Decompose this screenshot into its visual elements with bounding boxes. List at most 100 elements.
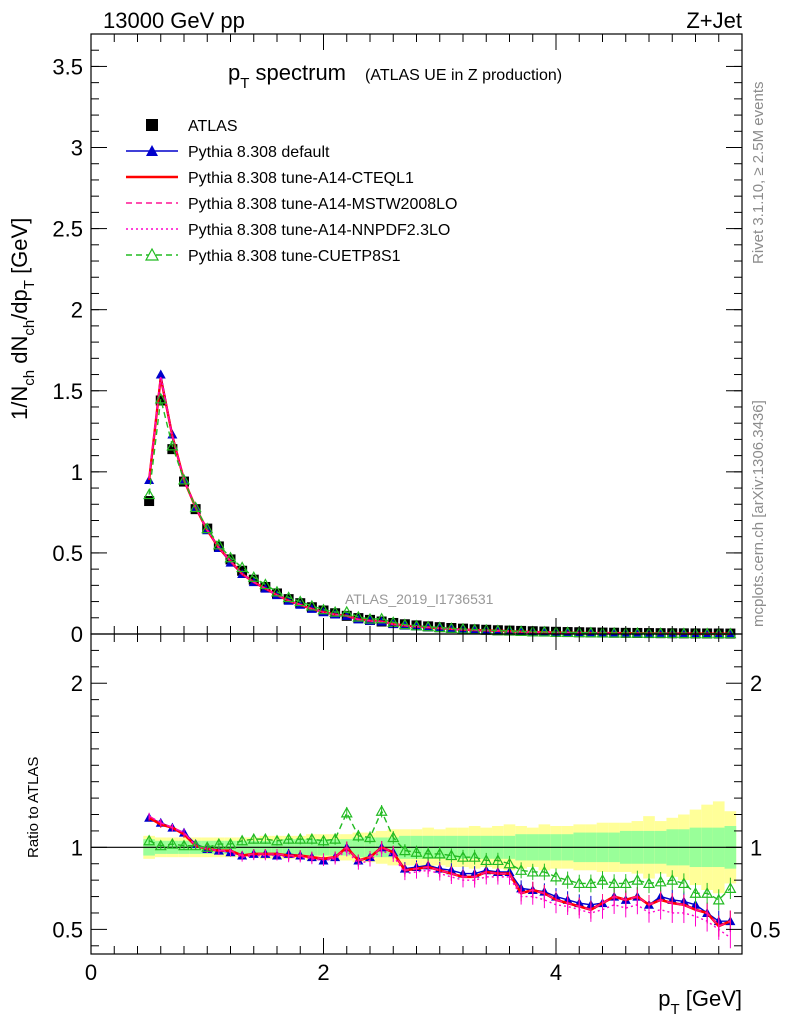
panel-title: pT spectrum: [228, 60, 346, 92]
cuetp8s1-point: [329, 605, 342, 617]
legend-label: Pythia 8.308 tune-A14-NNPDF2.3LO: [188, 222, 450, 239]
main-ytick-label-0: 0: [71, 622, 83, 647]
ratio-cuetp8s1-point: [654, 875, 667, 887]
cuetp8s1-point: [654, 627, 667, 638]
ratio-cuetp8s1-point: [317, 834, 330, 846]
x-axis-label: pT [GeV]: [658, 986, 742, 1018]
xtick-label-0: 0: [85, 960, 97, 985]
ratio-cuetp8s1-point: [712, 893, 725, 905]
xlabel-unit: [GeV]: [680, 986, 742, 1011]
ratio-cuetp8s1-point: [677, 877, 690, 889]
main-ytick-label-1: 0.5: [52, 541, 83, 566]
ratio-cuetp8s1-point: [666, 873, 679, 885]
main-ytick-label-7: 3.5: [52, 54, 83, 79]
title-sub-t: T: [240, 75, 249, 92]
cuetp8s1-point: [584, 626, 597, 638]
legend-cteql1: Pythia 8.308 tune-A14-CTEQL1: [126, 170, 414, 187]
cuetp8s1-point: [236, 561, 249, 573]
cuetp8s1-point: [317, 603, 330, 615]
cuetp8s1-point: [631, 626, 644, 638]
ratio-ytick-right-label-1: 1: [750, 835, 762, 860]
main-ytick-label-4: 2: [71, 298, 83, 323]
xtick-label-2: 4: [550, 960, 562, 985]
ratio-panel: 0.5 1 2 0.5 1 2 0 2 4 Ratio to ATLAS pT [GeV]: [25, 633, 781, 1018]
ratio-cuetp8s1-point: [456, 850, 470, 862]
ratio-cuetp8s1-point: [329, 832, 342, 844]
cuetp8s1-point: [305, 599, 318, 611]
ratio-cuetp8s1-point: [247, 832, 260, 844]
cuetp8s1-point: [154, 392, 167, 404]
ratio-cuetp8s1-point: [212, 837, 225, 849]
cuetp8s1-point: [375, 612, 388, 624]
ratio-cuetp8s1-point: [689, 887, 702, 898]
ratio-cuetp8s1-point: [294, 832, 307, 844]
cuetp8s1-point: [270, 585, 284, 597]
ratio-cuetp8s1-point: [259, 832, 272, 844]
cuetp8s1-point: [282, 591, 295, 603]
ratio-cuetp8s1-point: [526, 865, 539, 877]
atlas-point: [167, 444, 178, 455]
xlabel-p: p: [658, 986, 670, 1011]
cuetp8s1-point: [340, 605, 353, 617]
main-line-4: [148, 376, 731, 635]
ratio-cuetp8s1-point: [619, 877, 632, 889]
legend-label: ATLAS: [188, 118, 238, 135]
ratio-cuetp8s1-point: [491, 854, 504, 866]
legend-label: Pythia 8.308 default: [188, 144, 330, 161]
default-point: [155, 369, 166, 379]
ratio-ytick-label-0: 0.5: [52, 917, 83, 942]
cuetp8s1-point: [352, 610, 365, 622]
ratio-ytick-label-1: 1: [71, 835, 83, 860]
ratio-series-3: [148, 812, 731, 949]
ratio-cuetp8s1-point: [468, 850, 481, 862]
ratio-cuetp8s1-point: [642, 877, 656, 889]
ratio-line-2: [148, 815, 731, 927]
ratio-cuetp8s1-point: [352, 829, 365, 841]
panel-title-note: (ATLAS UE in Z production): [365, 67, 562, 84]
process-label: Z+Jet: [686, 8, 742, 33]
ratio-cuetp8s1-point: [154, 839, 167, 851]
ratio-cuetp8s1-point: [584, 877, 597, 889]
main-line-5: [148, 398, 731, 635]
main-panel: 0 0.5 1 1.5 2 2.5 3 3.5 ATLAS_2019_I1736531 pT …: [7, 33, 743, 647]
main-x-ticks: [90, 34, 743, 634]
cuetp8s1-point: [445, 622, 458, 633]
legend-default: Pythia 8.308 default: [126, 144, 330, 161]
legend-swatch: [146, 119, 158, 131]
main-ytick-label-5: 2.5: [52, 217, 83, 242]
cuetp8s1-point: [259, 578, 272, 590]
ratio-cuetp8s1-point: [177, 839, 191, 851]
cuetp8s1-point: [212, 538, 225, 550]
ratio-cuetp8s1-point: [608, 877, 621, 889]
main-ylabel: 1/Nch dNch/dpT [GeV]: [7, 218, 38, 420]
cuetp8s1-point: [247, 571, 260, 582]
cuetp8s1-point: [177, 473, 191, 485]
ratio-cuetp8s1-point: [201, 841, 214, 852]
legend-atlas: ATLAS: [146, 118, 238, 135]
ratio-cuetp8s1-point: [445, 849, 458, 861]
ratio-cuetp8s1-point: [270, 834, 284, 846]
cuetp8s1-point: [677, 627, 690, 639]
main-series-4: [148, 376, 731, 635]
ratio-cuetp8s1-point: [282, 832, 295, 844]
cuetp8s1-point: [561, 626, 574, 638]
ratio-cuetp8s1-point: [387, 831, 400, 843]
ratio-ytick-right-label-0: 0.5: [750, 917, 781, 942]
ratio-cuetp8s1-point: [166, 837, 179, 849]
legend-mstw2008lo: Pythia 8.308 tune-A14-MSTW2008LO: [126, 196, 457, 213]
main-y-ticks: 0 0.5 1 1.5 2 2.5 3 3.5: [52, 49, 742, 647]
cuetp8s1-point: [608, 626, 621, 638]
legend-label: Pythia 8.308 tune-A14-MSTW2008LO: [188, 196, 457, 213]
ratio-ytick-label-2: 2: [71, 671, 83, 696]
ratio-cuetp8s1-point: [538, 865, 551, 877]
ratio-cuetp8s1-point: [236, 834, 249, 846]
ratio-x-ticks: 0 2 4: [85, 634, 743, 985]
mcplots-label: mcplots.cern.ch [arXiv:1306.3436]: [750, 400, 767, 627]
ratio-cuetp8s1-point: [480, 854, 493, 866]
cuetp8s1-point: [166, 439, 179, 451]
ratio-cuetp8s1-point: [561, 873, 574, 885]
cuetp8s1-point: [422, 620, 435, 632]
atlas-point: [144, 496, 155, 507]
legend-marker: [146, 145, 158, 156]
